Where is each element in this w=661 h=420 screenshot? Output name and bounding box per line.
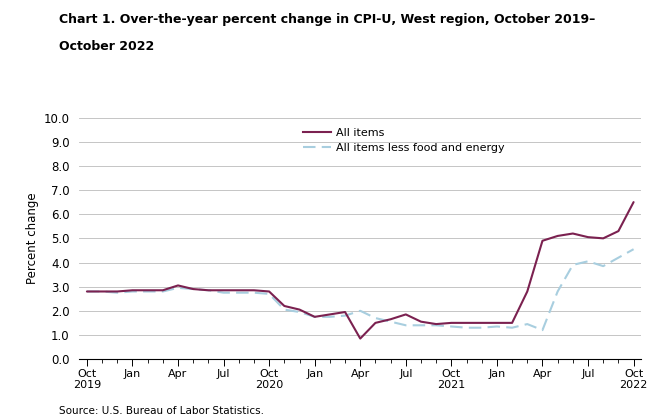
Text: Source: U.S. Bureau of Labor Statistics.: Source: U.S. Bureau of Labor Statistics. <box>59 406 264 416</box>
Text: October 2022: October 2022 <box>59 40 155 53</box>
Legend: All items, All items less food and energy: All items, All items less food and energ… <box>298 123 509 158</box>
Text: Chart 1. Over-the-year percent change in CPI-U, West region, October 2019–: Chart 1. Over-the-year percent change in… <box>59 13 596 26</box>
Y-axis label: Percent change: Percent change <box>26 192 40 284</box>
